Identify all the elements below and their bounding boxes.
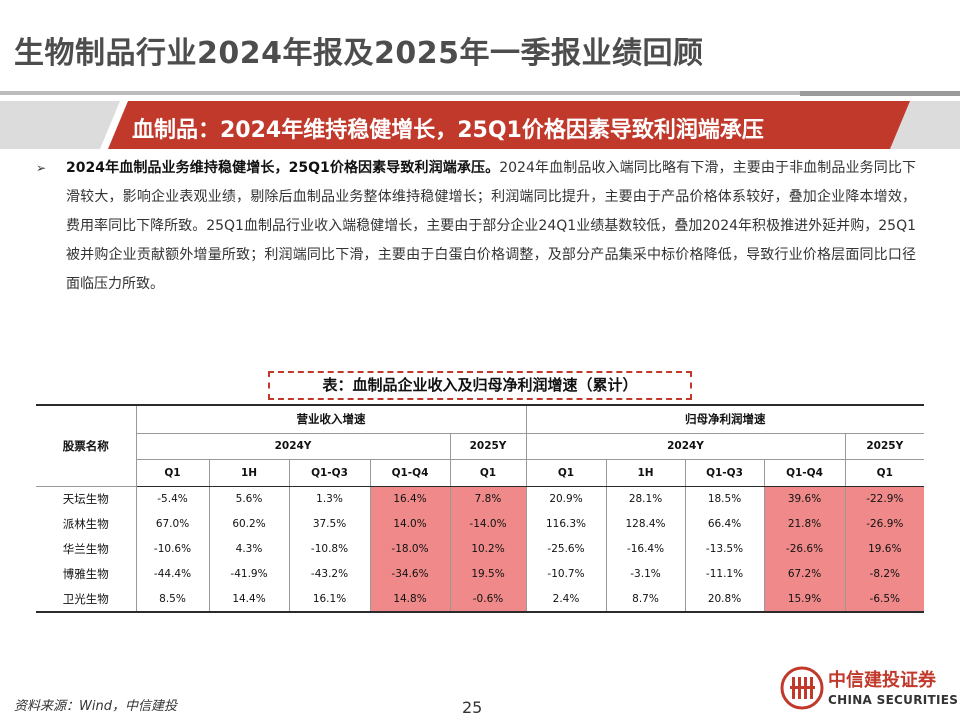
table-cell-highlight: -8.2% [844,561,925,587]
year-header: 2024Y [525,433,845,460]
year-header: 2024Y [135,433,450,460]
page-number: 25 [462,698,483,717]
table-cell-highlight: 7.8% [449,486,526,512]
table-cell: -10.8% [288,536,370,562]
table-cell: 2.4% [525,586,606,613]
table-cell: 37.5% [288,511,370,537]
period-header: Q1-Q3 [288,459,370,487]
table-cell-highlight: 14.0% [369,511,450,537]
table-cell-highlight: 19.5% [449,561,526,587]
stock-name: 派林生物 [62,516,109,531]
table-caption: 表：血制品企业收入及归母净利润增速（累计） [268,371,692,400]
table-cell: 8.7% [605,586,685,613]
table-cell: 116.3% [525,511,606,537]
bullet-body: 2024年血制品收入端同比略有下滑，主要由于非血制品业务同比下滑较大，影响企业表… [66,160,916,292]
period-header: Q1-Q4 [369,459,450,487]
header-divider [0,91,960,95]
header-divider-accent [800,91,960,96]
logo-english: CHINA SECURITIES [828,693,959,707]
bullet-lead: 2024年血制品业务维持稳健增长，25Q1价格因素导致利润端承压。 [66,160,500,176]
period-header: Q1-Q3 [684,459,764,487]
table-cell-highlight: -0.6% [449,586,526,613]
table-cell-highlight: 67.2% [763,561,845,587]
table-cell: -10.7% [525,561,606,587]
stock-name: 天坛生物 [62,491,109,506]
table-cell-highlight: -26.6% [763,536,845,562]
table-cell-highlight: -6.5% [844,586,925,613]
table-cell: 20.8% [684,586,764,613]
logo-emblem-icon [780,666,824,710]
table-cell: 66.4% [684,511,764,537]
table-cell: 128.4% [605,511,685,537]
bullet-paragraph: ➢ 2024年血制品业务维持稳健增长，25Q1价格因素导致利润端承压。2024年… [36,154,916,299]
table-cell: 67.0% [135,511,209,537]
stock-name: 卫光生物 [36,586,136,613]
table-row: 天坛生物 -5.4% 5.6% 1.3% 16.4% 7.8% 20.9% 28… [36,486,925,512]
table-row: 派林生物 67.0% 60.2% 37.5% 14.0% -14.0% 116.… [36,511,925,537]
period-header: Q1 [135,459,209,487]
table-cell: -3.1% [605,561,685,587]
table-cell: 1.3% [288,486,370,512]
table-cell-highlight: -14.0% [449,511,526,537]
section-banner-shape [0,101,960,149]
table-cell: 20.9% [525,486,606,512]
table-cell: -25.6% [525,536,606,562]
table-cell: 18.5% [684,486,764,512]
table-cell: -13.5% [684,536,764,562]
table-row: 华兰生物 -10.6% 4.3% -10.8% -18.0% 10.2% -25… [36,536,925,562]
table-cell: -10.6% [135,536,209,562]
stock-name: 华兰生物 [62,541,109,556]
table-row: 博雅生物 -44.4% -41.9% -43.2% -34.6% 19.5% -… [36,561,925,587]
table-cell-highlight: -26.9% [844,511,925,537]
period-header: Q1 [844,459,925,487]
table-cell: 14.4% [208,586,289,613]
period-header: Q1 [449,459,526,487]
table-cell-highlight: -22.9% [844,486,925,512]
logo-name: 中信建投证券 [828,670,936,691]
stock-name-header: 股票名称 [36,404,136,487]
period-header: Q1 [525,459,606,487]
table-cell: 16.1% [288,586,370,613]
table-cell: 8.5% [135,586,209,613]
table-cell-highlight: 15.9% [763,586,845,613]
table-cell: 60.2% [208,511,289,537]
table-cell: -43.2% [288,561,370,587]
table-cell-highlight: 19.6% [844,536,925,562]
company-logo: 中信建投证券 CHINA SECURITIES [780,660,959,716]
period-header: 1H [605,459,685,487]
table-cell-highlight: -34.6% [369,561,450,587]
page-title: 生物制品行业2024年报及2025年一季报业绩回顾 [14,36,704,71]
profit-growth-header: 归母净利润增速 [525,404,925,434]
year-header: 2025Y [449,433,526,460]
table-cell: -41.9% [208,561,289,587]
table-cell-highlight: 21.8% [763,511,845,537]
growth-table: 股票名称 营业收入增速 归母净利润增速 2024Y 2025Y 2024Y 20… [36,404,925,613]
table-cell: -16.4% [605,536,685,562]
table-cell: 5.6% [208,486,289,512]
table-cell-highlight: 14.8% [369,586,450,613]
period-header: 1H [208,459,289,487]
section-title: 血制品：2024年维持稳健增长，25Q1价格因素导致利润端承压 [132,118,764,143]
table-cell-highlight: -18.0% [369,536,450,562]
table-cell: 28.1% [605,486,685,512]
source-note: 资料来源：Wind，中信建投 [14,699,177,714]
table-cell: -5.4% [135,486,209,512]
section-banner [0,101,960,149]
revenue-growth-header: 营业收入增速 [135,404,526,434]
table-row: 卫光生物 8.5% 14.4% 16.1% 14.8% -0.6% 2.4% 8… [36,586,925,613]
table-cell: -44.4% [135,561,209,587]
period-header: Q1-Q4 [763,459,845,487]
table-cell: 4.3% [208,536,289,562]
table-cell-highlight: 39.6% [763,486,845,512]
stock-name: 博雅生物 [62,567,109,582]
table-cell-highlight: 10.2% [449,536,526,562]
year-header: 2025Y [844,433,925,460]
table-cell-highlight: 16.4% [369,486,450,512]
bullet-arrow-icon: ➢ [36,161,47,175]
table-cell: -11.1% [684,561,764,587]
